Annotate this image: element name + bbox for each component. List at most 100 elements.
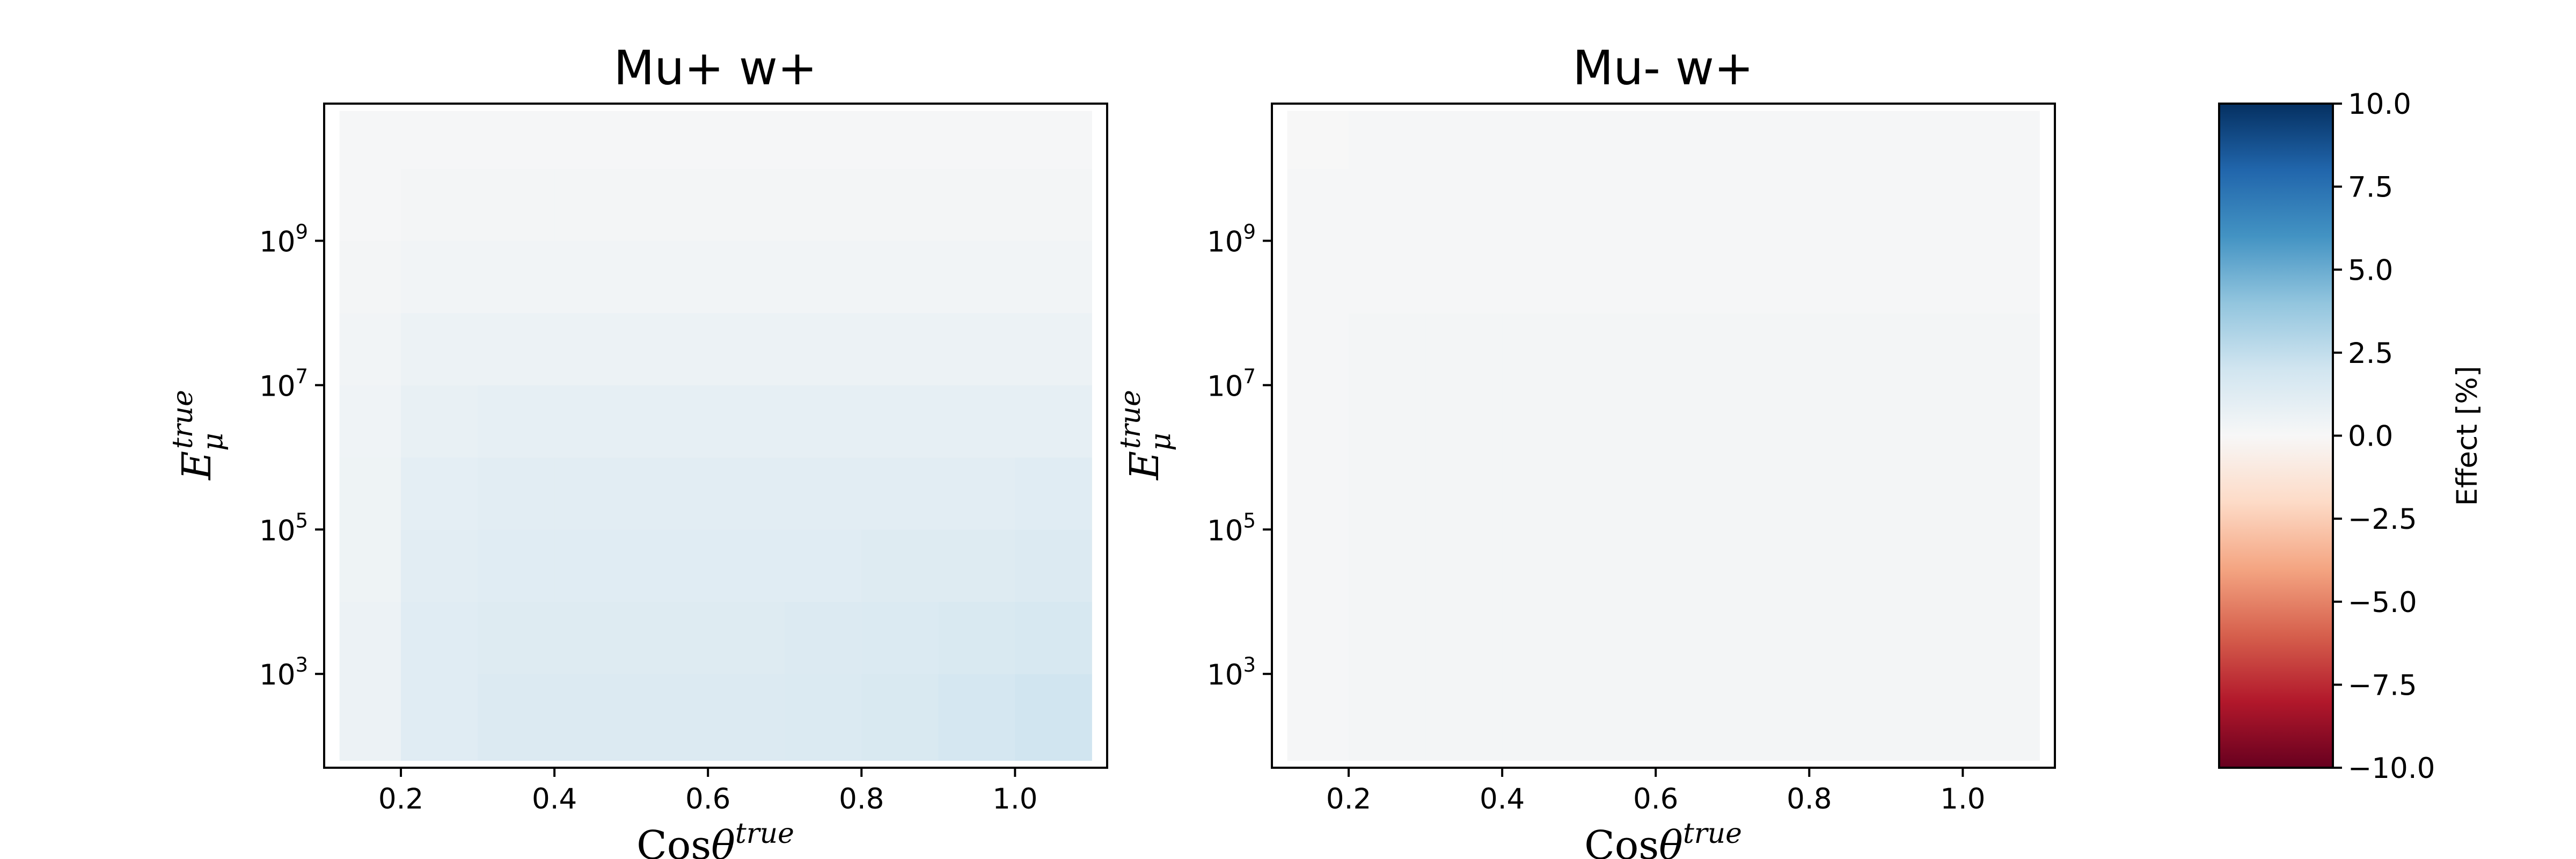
heatmap-cell	[1502, 312, 1579, 385]
heatmap-cell	[1425, 601, 1503, 674]
heatmap-cell	[1349, 241, 1426, 314]
heatmap-cell	[1656, 312, 1733, 385]
y-tick-label: 105	[1207, 509, 1256, 547]
heatmap-cell	[708, 674, 785, 761]
heatmap-cell	[1015, 312, 1092, 385]
heatmap-cell	[1732, 385, 1810, 458]
heatmap-cell	[1963, 241, 2040, 314]
heatmap-cell	[1732, 457, 1810, 530]
heatmap-cell	[785, 529, 862, 602]
y-tick-label: 103	[259, 653, 308, 691]
colorbar-ticks: 10.0 7.5 5.0 2.5 0.0 −2.5 −5.0 −7.5 −10.0	[2333, 88, 2435, 785]
heatmap-cell	[1809, 169, 1886, 241]
heatmap-cell	[1349, 385, 1426, 458]
heatmap-cells	[339, 111, 1092, 761]
heatmap-cell	[1579, 169, 1656, 241]
axes-frame	[323, 103, 1108, 769]
y-label-main: E	[174, 451, 220, 481]
heatmap-cell	[401, 457, 478, 530]
heatmap-cell	[554, 111, 632, 169]
heatmap-cell	[1579, 385, 1656, 458]
heatmap-cell	[401, 385, 478, 458]
heatmap-cell	[1963, 169, 2040, 241]
heatmap-cell	[1425, 241, 1503, 314]
heatmap-cell	[554, 241, 632, 314]
heatmap-cell	[938, 457, 1015, 530]
heatmap-cell	[785, 241, 862, 314]
heatmap-cell	[478, 674, 555, 761]
heatmap-cell	[554, 312, 632, 385]
colorbar-gradient	[2218, 103, 2334, 769]
y-tick-base: 10	[1207, 514, 1243, 547]
y-tick-base: 10	[259, 659, 295, 691]
heatmap-cell	[1425, 674, 1503, 761]
heatmap-cell	[631, 674, 708, 761]
heatmap-cell	[478, 457, 555, 530]
heatmap-cell	[938, 312, 1015, 385]
colorbar-tick-label: −2.5	[2348, 503, 2417, 536]
y-axis-label: Eμtrue	[167, 390, 229, 481]
heatmap-cell	[1886, 674, 1963, 761]
heatmap-cell	[1015, 111, 1092, 169]
heatmap-cell	[1502, 529, 1579, 602]
x-tick-label: 0.8	[1787, 783, 1832, 816]
heatmap-cell	[708, 457, 785, 530]
y-tick-base: 10	[1207, 370, 1243, 403]
heatmap-cell	[478, 241, 555, 314]
heatmap-cell	[554, 529, 632, 602]
heatmap-cell	[1287, 312, 1349, 385]
heatmap-cell	[1732, 169, 1810, 241]
heatmap-cell	[631, 241, 708, 314]
heatmap-cell	[1425, 312, 1503, 385]
y-label-sub: μ	[197, 433, 229, 451]
heatmap-cell	[1287, 529, 1349, 602]
heatmap-cell	[785, 111, 862, 169]
heatmap-cell	[1656, 385, 1733, 458]
heatmap-cell	[1287, 457, 1349, 530]
heatmap-cell	[1425, 457, 1503, 530]
heatmap-cell	[1732, 529, 1810, 602]
heatmap-cell	[1502, 111, 1579, 169]
x-tick-label: 0.6	[1633, 783, 1678, 816]
heatmap-cell	[1809, 312, 1886, 385]
heatmap-cell	[1287, 601, 1349, 674]
heatmap-cell	[1656, 601, 1733, 674]
heatmap-cell	[938, 111, 1015, 169]
heatmap-cell	[938, 385, 1015, 458]
x-label-symbol: θ	[711, 822, 735, 859]
heatmap-cell	[1502, 169, 1579, 241]
heatmap-cell	[1732, 312, 1810, 385]
y-tick-base: 10	[1207, 659, 1243, 691]
heatmap-cell	[785, 457, 862, 530]
heatmap-cell	[478, 111, 555, 169]
x-tick-label: 0.4	[1480, 783, 1525, 816]
heatmap-cell	[401, 312, 478, 385]
heatmap-cell	[1656, 169, 1733, 241]
heatmap-cell	[1656, 111, 1733, 169]
panel-title: Mu+ w+	[613, 40, 817, 96]
heatmap-cell	[708, 601, 785, 674]
x-tick-label: 0.4	[532, 783, 577, 816]
heatmap-cell	[478, 169, 555, 241]
heatmap-cell	[1579, 601, 1656, 674]
heatmap-cell	[861, 169, 939, 241]
colorbar-tick-label: −7.5	[2348, 669, 2417, 702]
heatmap-cell	[938, 601, 1015, 674]
colorbar-tick-label: 5.0	[2348, 254, 2393, 287]
heatmap-cell	[339, 385, 401, 458]
x-tick-label: 0.8	[839, 783, 884, 816]
y-tick-label: 109	[1207, 220, 1256, 258]
heatmap-cell	[785, 312, 862, 385]
heatmap-cell	[401, 241, 478, 314]
heatmap-cell	[1287, 385, 1349, 458]
heatmap-cell	[708, 111, 785, 169]
heatmap-cell	[631, 457, 708, 530]
heatmap-cell	[554, 457, 632, 530]
heatmap-cell	[1886, 529, 1963, 602]
heatmap-cell	[1732, 601, 1810, 674]
y-tick-exponent: 9	[295, 220, 308, 243]
heatmap-cell	[554, 674, 632, 761]
heatmap-cell	[1287, 111, 1349, 169]
heatmap-cell	[1809, 385, 1886, 458]
